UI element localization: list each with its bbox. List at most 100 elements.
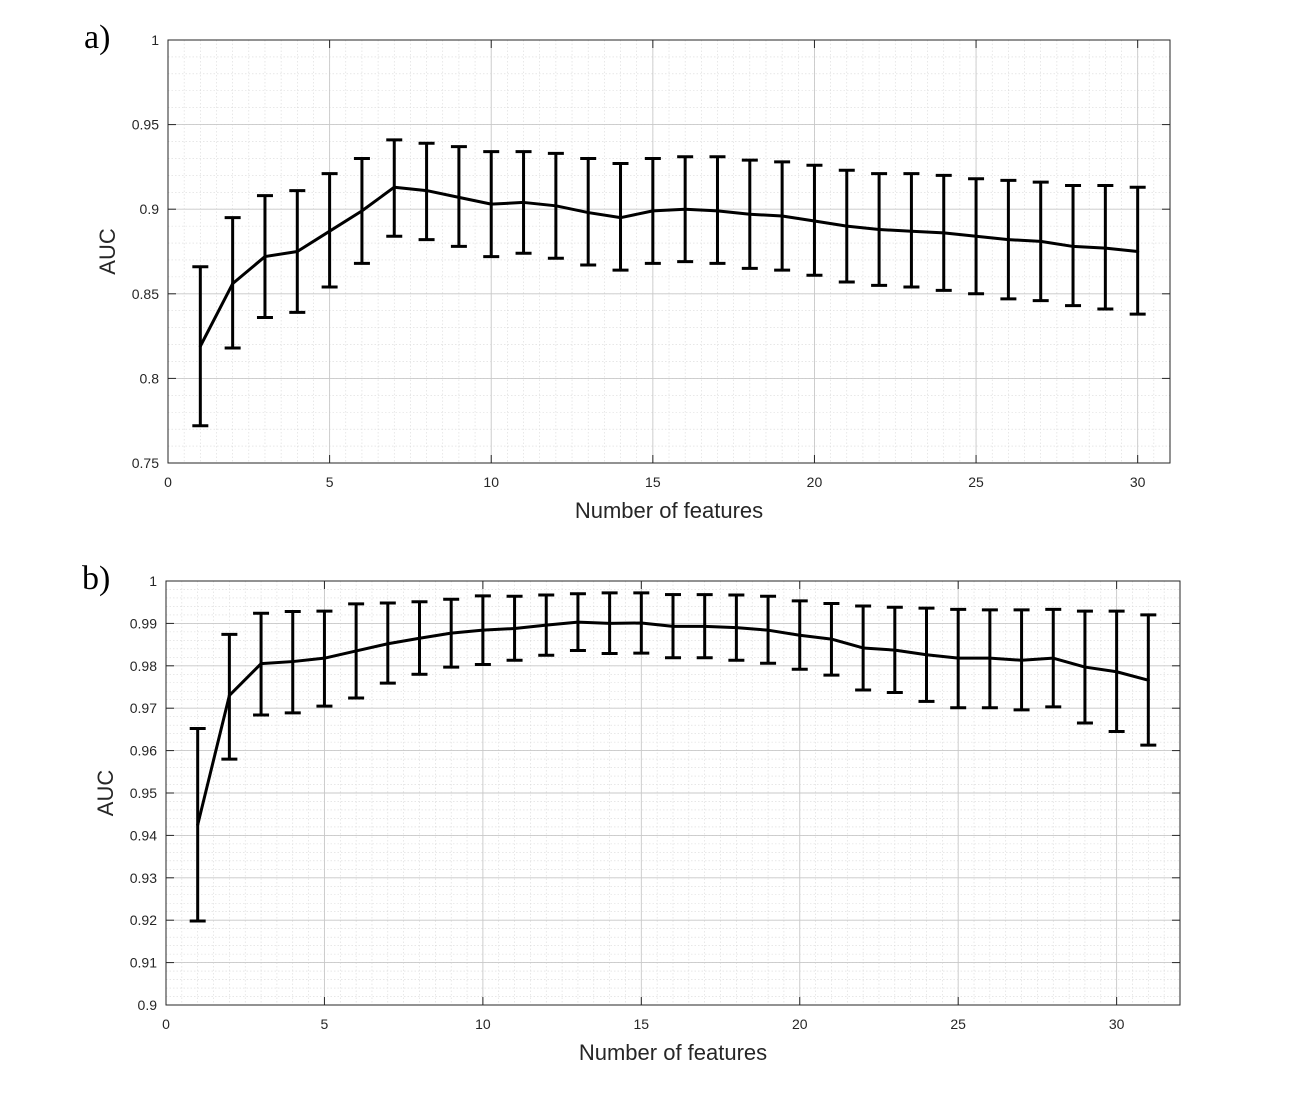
data-point [1115,670,1119,674]
panel-label: b) [82,560,110,597]
y-tick-label: 0.96 [130,743,157,759]
data-point [322,656,326,660]
data-point [360,209,364,213]
data-point [1146,678,1150,682]
tick-marks [167,39,1170,464]
data-point [988,656,992,660]
y-tick-label: 1 [151,32,159,48]
data-point [354,649,358,653]
data-point [812,219,816,223]
data-point [196,823,200,827]
data-point [715,209,719,213]
axes-box [167,39,1171,464]
data-point [893,648,897,652]
y-tick-label: 0.93 [130,870,157,886]
data-point [1020,658,1024,662]
y-tick-label: 0.8 [140,370,160,386]
data-point [1039,239,1043,243]
y-tick-label: 0.94 [130,827,157,843]
y-tick-label: 0.9 [138,997,158,1013]
data-point [734,626,738,630]
y-axis-label: AUC [95,228,120,275]
data-point [554,204,558,208]
data-point [1083,665,1087,669]
data-point [974,234,978,238]
data-point [231,282,235,286]
data-point [639,621,643,625]
data-point [829,637,833,641]
y-tick-label: 0.91 [130,955,157,971]
data-point [576,620,580,624]
data-point [263,255,267,259]
data-point [418,636,421,640]
data-point [861,646,865,650]
x-tick-label: 10 [483,474,499,490]
data-point [295,250,299,253]
data-point [956,656,960,660]
data-point [780,214,784,218]
data-point [291,660,295,664]
x-tick-label: 15 [645,474,661,490]
data-point [671,624,675,628]
data-point [586,211,590,215]
chart-panel-a: 0 5 10 15 20 25 30 0.75 0.8 0.85 0.9 0.95 1 Number of… [84,19,1171,523]
x-axis-label: Number of features [579,1040,767,1065]
data-point [845,224,849,228]
panel-label: a) [84,19,110,56]
x-axis-label: Number of features [575,498,763,523]
x-tick-label: 15 [634,1016,650,1032]
data-point [1071,244,1075,248]
x-tick-label: 0 [164,474,172,490]
data-point [925,653,928,657]
data-point [766,628,770,632]
data-point [425,189,429,193]
y-tick-label: 1 [149,573,157,589]
data-point [1006,238,1010,242]
data-point [513,626,517,630]
data-point [328,229,332,233]
data-point [457,195,461,199]
y-tick-label: 0.9 [140,201,160,217]
y-tick-label: 0.95 [132,117,159,133]
data-point [619,216,623,220]
data-point [1103,246,1107,250]
y-axis-label: AUC [93,770,118,817]
data-point [1136,250,1140,253]
x-tick-label: 5 [321,1016,329,1032]
x-tick-label: 20 [792,1016,808,1032]
x-tick-label: 5 [326,474,334,490]
data-point [392,185,396,189]
x-tick-label: 30 [1109,1016,1125,1032]
y-tick-label: 0.75 [132,455,159,471]
x-tick-label: 10 [475,1016,491,1032]
data-point [942,231,946,235]
chart-panel-b: 0 5 10 15 20 25 30 0.9 0.91 0.92 0.93 0.94 0.95 0.96 0… [82,560,1181,1065]
data-point [877,228,881,232]
data-point [798,633,802,637]
tick-marks [165,580,1180,1006]
data-point [909,229,913,233]
data-point [651,209,655,213]
x-tick-label: 30 [1130,474,1146,490]
y-tick-label: 0.98 [130,658,157,674]
y-tick-label: 0.97 [130,700,157,716]
y-tick-label: 0.92 [130,912,157,928]
data-point [227,693,231,697]
data-point [386,642,390,646]
x-tick-label: 20 [807,474,823,490]
x-tick-label: 0 [162,1016,170,1032]
x-tick-label: 25 [950,1016,966,1032]
y-tick-label: 0.95 [130,785,157,801]
data-point [489,202,493,206]
data-point [481,628,485,632]
data-points [196,620,1150,827]
data-point [522,200,526,204]
data-point [703,624,707,628]
data-points [198,185,1140,348]
data-point [683,207,687,211]
x-tick-label: 25 [968,474,984,490]
series-line-auc [198,185,1138,347]
data-point [449,631,453,635]
data-point [259,662,263,666]
